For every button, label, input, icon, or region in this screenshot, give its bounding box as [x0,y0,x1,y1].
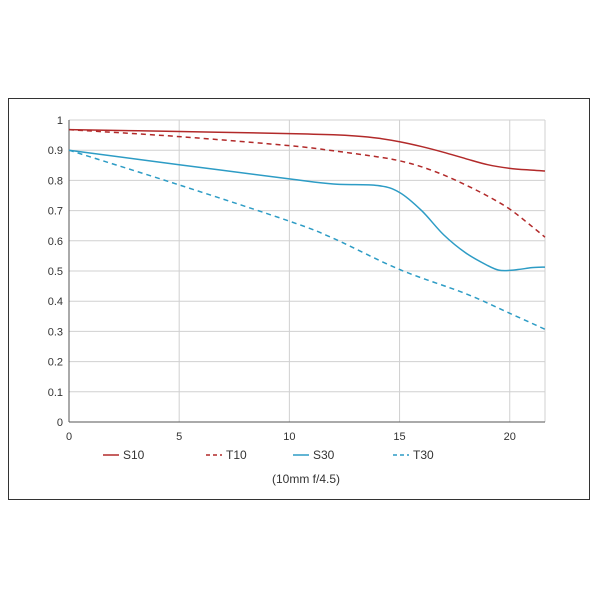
y-tick-label: 0.3 [48,326,63,338]
series-lines [68,128,546,330]
legend: S10 T10 S30 T30 [103,448,434,462]
y-tick-label: 0.1 [48,387,63,399]
series-line-s30 [68,149,546,272]
y-tick-label: 1 [57,115,63,127]
legend-label-s10: S10 [123,448,145,462]
x-tick-label: 15 [393,431,405,443]
y-tick-label: 0.2 [48,357,63,369]
legend-label-t10: T10 [226,448,247,462]
series-line-t10 [68,128,546,238]
y-tick-label: 0 [57,417,63,429]
y-tick-label: 0.4 [48,296,63,308]
tick-labels: 00.10.20.30.40.50.60.70.80.910 5 10 15 20 [48,115,516,443]
series-line-s10 [68,128,546,172]
chart-frame [8,98,590,500]
chart-caption: (10mm f/4.5) [272,472,340,486]
legend-label-t30: T30 [413,448,434,462]
y-tick-label: 0.5 [48,266,63,278]
y-tick-label: 0.6 [48,236,63,248]
grid [68,119,546,423]
y-tick-label: 0.9 [48,145,63,157]
x-tick-label: 5 [176,431,182,443]
legend-label-s30: S30 [313,448,335,462]
x-tick-label: 10 [283,431,295,443]
y-tick-label: 0.7 [48,206,63,218]
x-tick-label: 20 [504,431,516,443]
series-line-t30 [68,149,546,330]
y-tick-label: 0.8 [48,175,63,187]
x-tick-label: 0 [66,431,72,443]
axes [68,120,545,423]
